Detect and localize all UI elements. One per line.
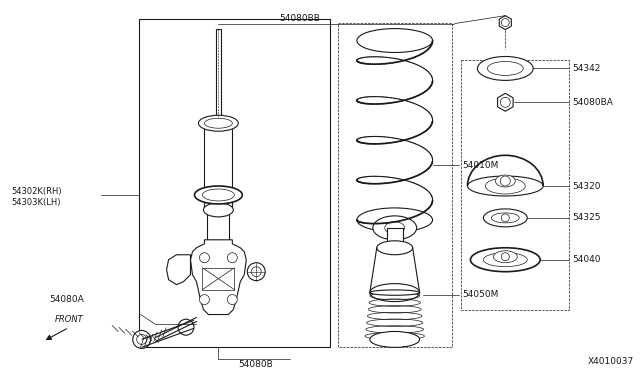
Polygon shape — [191, 240, 246, 314]
Bar — [461, 61, 569, 310]
Text: 54080BB: 54080BB — [280, 14, 321, 23]
Text: 54050M: 54050M — [463, 290, 499, 299]
Bar — [207, 210, 229, 270]
Ellipse shape — [370, 331, 420, 347]
Text: 54040: 54040 — [572, 255, 600, 264]
Text: 54342: 54342 — [572, 64, 600, 73]
Ellipse shape — [470, 248, 540, 272]
Ellipse shape — [485, 178, 525, 194]
Ellipse shape — [202, 189, 234, 201]
Bar — [204, 118, 232, 210]
Circle shape — [132, 330, 150, 349]
Ellipse shape — [373, 216, 417, 240]
Polygon shape — [497, 93, 513, 111]
Ellipse shape — [357, 208, 433, 232]
Ellipse shape — [370, 283, 420, 302]
Circle shape — [137, 334, 147, 344]
Bar — [216, 29, 221, 118]
Ellipse shape — [477, 57, 533, 80]
Circle shape — [501, 253, 509, 261]
Circle shape — [178, 319, 194, 335]
Bar — [338, 23, 451, 347]
Text: 54010M: 54010M — [463, 161, 499, 170]
Circle shape — [227, 295, 237, 305]
Circle shape — [200, 253, 209, 263]
Text: 54320: 54320 — [572, 182, 600, 190]
Polygon shape — [166, 255, 191, 285]
Polygon shape — [499, 16, 511, 30]
Ellipse shape — [377, 241, 413, 255]
Text: X4010037: X4010037 — [588, 357, 634, 366]
Ellipse shape — [500, 97, 510, 107]
Ellipse shape — [493, 251, 517, 263]
Ellipse shape — [501, 19, 509, 26]
Ellipse shape — [385, 222, 404, 234]
Ellipse shape — [370, 290, 420, 295]
Ellipse shape — [483, 253, 527, 267]
Ellipse shape — [195, 186, 243, 204]
Text: 54325: 54325 — [572, 214, 600, 222]
Ellipse shape — [492, 213, 519, 223]
Circle shape — [227, 253, 237, 263]
Bar — [139, 19, 330, 347]
Bar — [387, 228, 403, 248]
Circle shape — [500, 176, 510, 186]
Ellipse shape — [483, 209, 527, 227]
Bar — [202, 268, 234, 290]
Text: 54080A: 54080A — [49, 295, 84, 304]
Circle shape — [200, 295, 209, 305]
Ellipse shape — [467, 176, 543, 196]
Circle shape — [501, 214, 509, 222]
Ellipse shape — [204, 203, 234, 217]
Ellipse shape — [488, 61, 524, 76]
Text: 54080B: 54080B — [238, 360, 273, 369]
Ellipse shape — [204, 118, 232, 128]
Text: 54302K(RH): 54302K(RH) — [11, 187, 62, 196]
Circle shape — [247, 263, 265, 280]
Circle shape — [252, 267, 261, 277]
Text: 54303K(LH): 54303K(LH) — [11, 198, 61, 208]
Ellipse shape — [357, 29, 433, 52]
Text: 54080BA: 54080BA — [572, 98, 613, 107]
Ellipse shape — [495, 175, 515, 187]
Text: FRONT: FRONT — [54, 315, 83, 324]
Ellipse shape — [198, 115, 238, 131]
